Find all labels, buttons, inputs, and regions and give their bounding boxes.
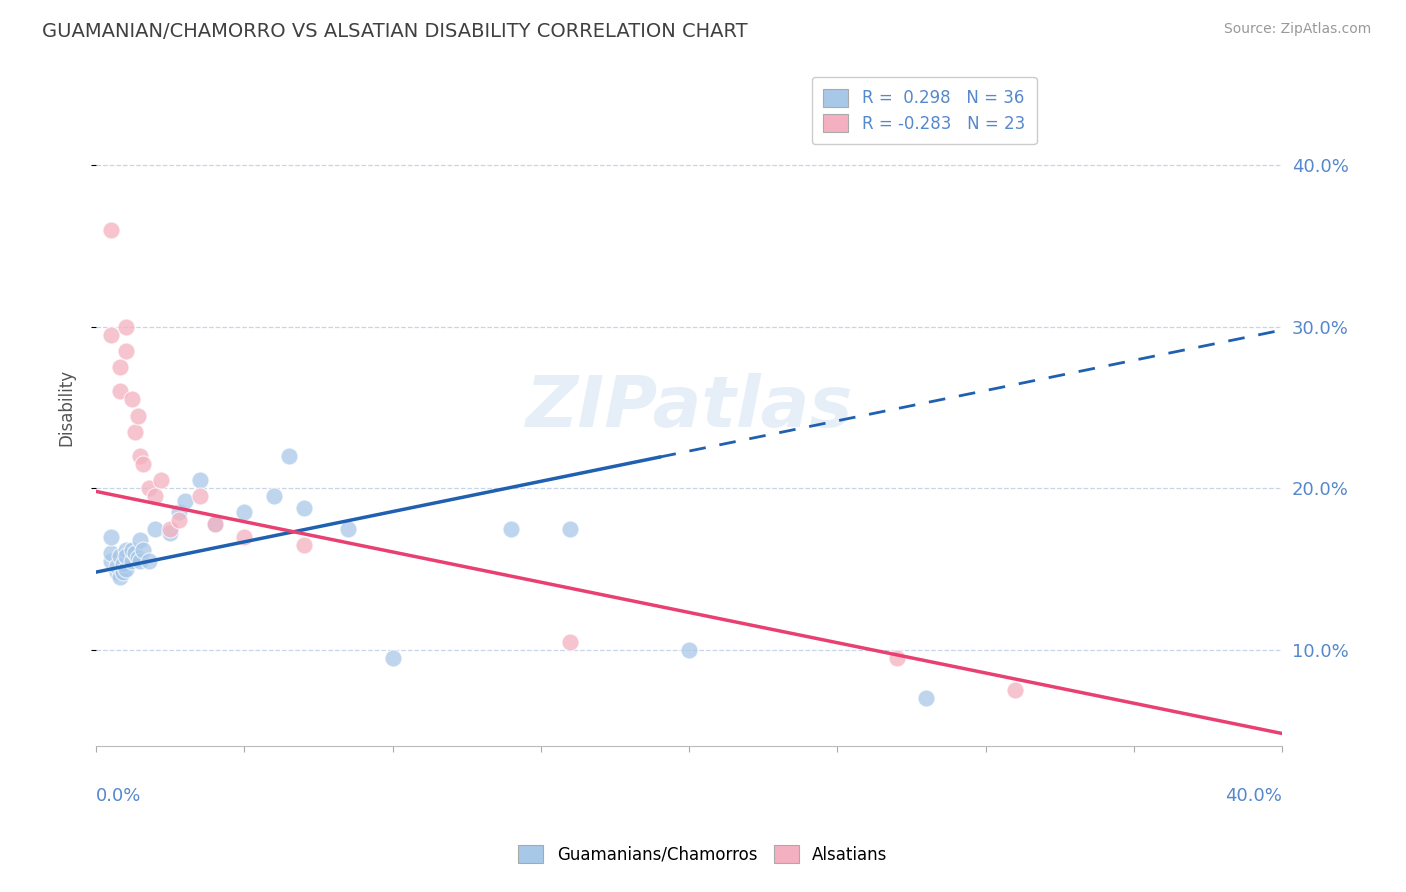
Point [886, 650, 908, 665]
Point [114, 319, 136, 334]
Point [188, 473, 211, 487]
Text: GUAMANIAN/CHAMORRO VS ALSATIAN DISABILITY CORRELATION CHART: GUAMANIAN/CHAMORRO VS ALSATIAN DISABILIT… [42, 22, 748, 41]
Point [108, 570, 131, 584]
Point [100, 223, 122, 237]
Point [560, 522, 582, 536]
Point [108, 384, 131, 399]
Point [114, 562, 136, 576]
Point [501, 522, 523, 536]
Y-axis label: Disability: Disability [58, 369, 75, 446]
Point [100, 530, 122, 544]
Point [124, 425, 146, 439]
Point [915, 691, 938, 706]
Point [678, 642, 700, 657]
Point [292, 538, 315, 552]
Point [127, 409, 149, 423]
Text: ZIPatlas: ZIPatlas [526, 373, 853, 442]
Point [129, 533, 152, 547]
Point [121, 542, 143, 557]
Point [100, 327, 122, 342]
Point [138, 554, 160, 568]
Point [124, 546, 146, 560]
Point [143, 489, 166, 503]
Point [150, 473, 173, 487]
Point [159, 526, 181, 541]
Text: Source: ZipAtlas.com: Source: ZipAtlas.com [1223, 22, 1371, 37]
Legend: R =  0.298   N = 36, R = -0.283   N = 23: R = 0.298 N = 36, R = -0.283 N = 23 [811, 77, 1036, 145]
Point [127, 550, 149, 565]
Point [114, 542, 136, 557]
Point [188, 489, 211, 503]
Point [100, 554, 122, 568]
Text: 40.0%: 40.0% [1226, 787, 1282, 805]
Point [138, 481, 160, 495]
Point [129, 449, 152, 463]
Point [105, 565, 128, 579]
Point [560, 634, 582, 648]
Point [111, 557, 134, 571]
Legend: Guamanians/Chamorros, Alsatians: Guamanians/Chamorros, Alsatians [512, 838, 894, 871]
Point [277, 449, 299, 463]
Point [167, 513, 190, 527]
Point [111, 565, 134, 579]
Point [114, 343, 136, 358]
Point [233, 530, 256, 544]
Point [174, 494, 197, 508]
Point [159, 522, 181, 536]
Text: 0.0%: 0.0% [96, 787, 142, 805]
Point [121, 392, 143, 407]
Point [263, 489, 285, 503]
Point [114, 549, 136, 563]
Point [337, 522, 360, 536]
Point [204, 516, 226, 531]
Point [105, 558, 128, 573]
Point [132, 457, 155, 471]
Point [167, 505, 190, 519]
Point [292, 500, 315, 515]
Point [129, 554, 152, 568]
Point [108, 549, 131, 563]
Point [100, 546, 122, 560]
Point [204, 516, 226, 531]
Point [143, 522, 166, 536]
Point [132, 542, 155, 557]
Point [1004, 682, 1026, 697]
Point [233, 505, 256, 519]
Point [121, 554, 143, 568]
Point [108, 360, 131, 375]
Point [381, 650, 404, 665]
